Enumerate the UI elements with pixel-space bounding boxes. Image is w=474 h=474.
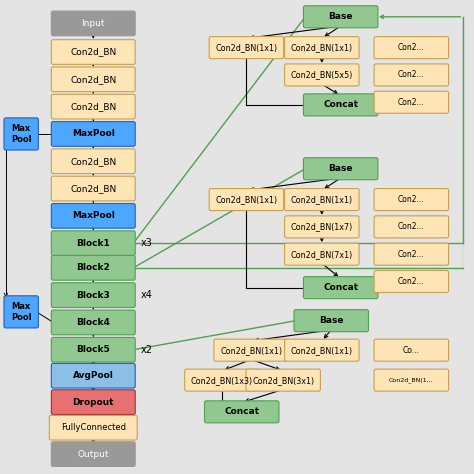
FancyBboxPatch shape — [284, 64, 359, 86]
FancyBboxPatch shape — [303, 94, 378, 116]
Text: Output: Output — [78, 450, 109, 459]
Text: Con2...: Con2... — [398, 195, 425, 204]
Text: Concat: Concat — [323, 283, 358, 292]
Text: Concat: Concat — [323, 100, 358, 109]
FancyBboxPatch shape — [51, 255, 135, 280]
FancyBboxPatch shape — [374, 64, 448, 86]
FancyBboxPatch shape — [284, 243, 359, 265]
FancyBboxPatch shape — [51, 122, 135, 146]
FancyBboxPatch shape — [374, 91, 448, 113]
FancyBboxPatch shape — [303, 158, 378, 180]
Text: Block5: Block5 — [76, 345, 110, 354]
FancyBboxPatch shape — [294, 310, 368, 332]
Text: Con2...: Con2... — [398, 71, 425, 80]
FancyBboxPatch shape — [209, 189, 283, 210]
Text: Con2d_BN(1x3): Con2d_BN(1x3) — [191, 375, 253, 384]
Text: Con2d_BN(1x1): Con2d_BN(1x1) — [291, 195, 353, 204]
FancyBboxPatch shape — [51, 11, 135, 36]
FancyBboxPatch shape — [374, 189, 448, 210]
FancyBboxPatch shape — [185, 369, 259, 391]
Text: Con2d_BN(1...: Con2d_BN(1... — [389, 377, 434, 383]
FancyBboxPatch shape — [374, 271, 448, 292]
FancyBboxPatch shape — [51, 364, 135, 388]
Text: Base: Base — [319, 316, 344, 325]
Text: Max
Pool: Max Pool — [11, 124, 31, 144]
Text: Con2...: Con2... — [398, 98, 425, 107]
Text: Dropout: Dropout — [73, 398, 114, 407]
Text: x2: x2 — [140, 345, 153, 355]
Text: Co...: Co... — [403, 346, 420, 355]
Text: Con2d_BN(3x1): Con2d_BN(3x1) — [252, 375, 314, 384]
FancyBboxPatch shape — [214, 339, 288, 361]
FancyBboxPatch shape — [374, 369, 448, 391]
Text: Con2d_BN: Con2d_BN — [70, 47, 117, 56]
Text: Con2d_BN: Con2d_BN — [70, 102, 117, 111]
Text: Con2d_BN: Con2d_BN — [70, 157, 117, 166]
Text: MaxPool: MaxPool — [72, 129, 115, 138]
Text: Block3: Block3 — [76, 291, 110, 300]
Text: Con2d_BN: Con2d_BN — [70, 75, 117, 84]
FancyBboxPatch shape — [246, 369, 320, 391]
FancyBboxPatch shape — [51, 390, 135, 414]
Text: Input: Input — [82, 19, 105, 28]
FancyBboxPatch shape — [51, 149, 135, 173]
Text: AvgPool: AvgPool — [73, 371, 114, 380]
FancyBboxPatch shape — [374, 36, 448, 59]
FancyBboxPatch shape — [284, 189, 359, 210]
Text: Concat: Concat — [224, 407, 259, 416]
Text: Con2d_BN(5x5): Con2d_BN(5x5) — [291, 71, 353, 80]
FancyBboxPatch shape — [284, 36, 359, 59]
FancyBboxPatch shape — [284, 339, 359, 361]
Text: Con2d_BN(1x1): Con2d_BN(1x1) — [291, 43, 353, 52]
Text: Con2d_BN(1x1): Con2d_BN(1x1) — [220, 346, 282, 355]
Text: Con2...: Con2... — [398, 250, 425, 259]
Text: x4: x4 — [140, 290, 152, 300]
Text: Con2...: Con2... — [398, 43, 425, 52]
FancyBboxPatch shape — [374, 339, 448, 361]
Text: Con2...: Con2... — [398, 222, 425, 231]
Text: Con2d_BN(1x1): Con2d_BN(1x1) — [215, 195, 277, 204]
FancyBboxPatch shape — [51, 40, 135, 64]
FancyBboxPatch shape — [374, 216, 448, 238]
Text: Block4: Block4 — [76, 318, 110, 327]
Text: Base: Base — [328, 12, 353, 21]
Text: Con2...: Con2... — [398, 277, 425, 286]
FancyBboxPatch shape — [51, 67, 135, 91]
FancyBboxPatch shape — [4, 118, 38, 150]
Text: MaxPool: MaxPool — [72, 211, 115, 220]
Text: x3: x3 — [140, 238, 152, 248]
Text: Base: Base — [328, 164, 353, 173]
FancyBboxPatch shape — [284, 216, 359, 238]
FancyBboxPatch shape — [51, 94, 135, 119]
Text: Max
Pool: Max Pool — [11, 302, 31, 321]
Text: Con2d_BN(1x7): Con2d_BN(1x7) — [291, 222, 353, 231]
Text: Con2d_BN: Con2d_BN — [70, 184, 117, 193]
Text: Block1: Block1 — [76, 239, 110, 248]
Text: FullyConnected: FullyConnected — [61, 423, 126, 432]
FancyBboxPatch shape — [303, 6, 378, 28]
FancyBboxPatch shape — [51, 283, 135, 308]
FancyBboxPatch shape — [4, 296, 38, 328]
FancyBboxPatch shape — [374, 243, 448, 265]
Text: Block2: Block2 — [76, 264, 110, 273]
FancyBboxPatch shape — [51, 203, 135, 228]
FancyBboxPatch shape — [51, 310, 135, 335]
FancyBboxPatch shape — [51, 337, 135, 362]
FancyBboxPatch shape — [51, 231, 135, 255]
FancyBboxPatch shape — [51, 442, 135, 466]
Text: Con2d_BN(1x1): Con2d_BN(1x1) — [291, 346, 353, 355]
Text: Con2d_BN(7x1): Con2d_BN(7x1) — [291, 250, 353, 259]
FancyBboxPatch shape — [49, 415, 137, 440]
Text: Con2d_BN(1x1): Con2d_BN(1x1) — [215, 43, 277, 52]
FancyBboxPatch shape — [204, 401, 279, 423]
FancyBboxPatch shape — [303, 277, 378, 299]
FancyBboxPatch shape — [209, 36, 283, 59]
FancyBboxPatch shape — [51, 176, 135, 201]
